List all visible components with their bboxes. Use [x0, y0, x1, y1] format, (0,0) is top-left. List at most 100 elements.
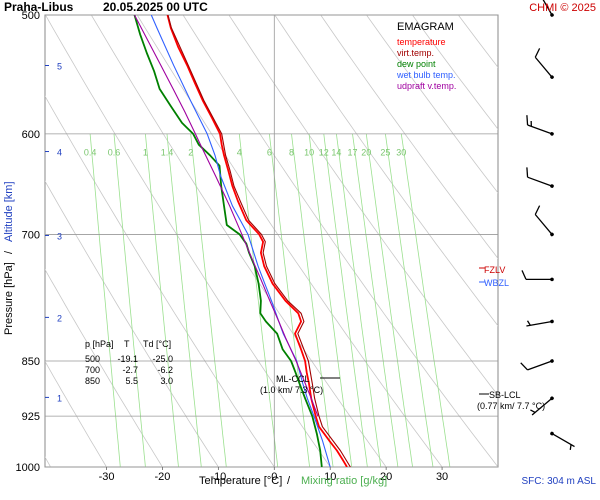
mixing-ratio-label: 10	[304, 147, 314, 157]
legend-virtual-temp: virt.temp.	[397, 48, 434, 58]
dry-adiabat-line	[45, 360, 107, 467]
table-cell: -19.1	[117, 354, 138, 364]
plot-frame	[44, 14, 499, 468]
y-axis-label-pressure: Pressure [hPa]	[3, 262, 15, 335]
wind-barb-station	[550, 232, 554, 237]
wind-barb-staff	[538, 0, 553, 16]
temperature-tick-label: 20	[380, 471, 392, 483]
mixing-ratio-label: 1.4	[161, 147, 174, 157]
wind-barb-staff	[551, 432, 575, 448]
mixing-ratio-label: 1	[143, 147, 148, 157]
pressure-tick-label: 925	[22, 411, 40, 423]
dry-adiabat-line	[228, 15, 498, 396]
mixing-ratio-label: 0.4	[84, 147, 97, 157]
series-udpraft-v-temp-line	[134, 15, 319, 417]
mixing-ratio-lines	[89, 133, 451, 467]
wind-barb-staff	[534, 56, 553, 78]
mixing-ratio-label: 20	[361, 147, 371, 157]
table-cell: 500	[85, 354, 100, 364]
dry-adiabat-line	[274, 15, 498, 327]
table-header-t: T	[124, 339, 130, 349]
wind-barb-station	[550, 319, 554, 324]
mixing-ratio-line	[336, 133, 382, 467]
altitude-tick-label: 2	[57, 313, 62, 323]
x-axis-label-mixing-ratio: Mixing ratio [g/kg]	[301, 475, 387, 487]
mixing-ratio-line	[166, 133, 202, 467]
x-axis-label-temperature: Temperature [°C]	[199, 475, 282, 487]
wind-barb-flag	[520, 362, 529, 371]
table-cell: -25.0	[152, 354, 173, 364]
dry-adiabat-line	[45, 15, 331, 467]
table-cell: -6.2	[157, 365, 173, 375]
wind-barb-station	[550, 132, 554, 136]
mixing-ratio-label: 12	[319, 147, 329, 157]
mixing-ratio-label: 2	[188, 147, 193, 157]
x-axis-label-separator: /	[287, 475, 291, 487]
sb-lcl-label: SB-LCL	[489, 390, 521, 400]
mixing-ratio-line	[113, 133, 146, 467]
credit-text: CHMI © 2025	[529, 2, 596, 14]
altitude-tick-label: 4	[57, 148, 62, 158]
temperature-tick-label: -20	[154, 471, 170, 483]
wind-barb-staff	[527, 176, 553, 187]
wind-barb-flag	[526, 115, 529, 126]
wind-barb-staff	[531, 397, 553, 416]
wind-barb-station	[550, 75, 554, 79]
altitude-tick-label: 5	[57, 61, 62, 71]
sounding-datetime: 20.05.2025 00 UTC	[103, 0, 208, 14]
dry-adiabat-line	[550, 15, 600, 467]
ml-ccl-value: (1.0 km/ 7.3 °C)	[260, 385, 323, 395]
temperature-tick-label: -10	[210, 471, 226, 483]
mixing-ratio-label: 30	[396, 147, 406, 157]
wind-barb-station	[550, 359, 554, 363]
ml-ccl-label: ML-CCL	[276, 374, 310, 384]
table-cell: 5.5	[125, 376, 138, 386]
mixing-ratio-label: 6	[267, 147, 272, 157]
dry-adiabat-line	[182, 15, 498, 467]
mixing-ratio-line	[89, 133, 121, 467]
table-cell: 850	[85, 376, 100, 386]
wind-barb-half-flag	[569, 444, 572, 450]
mixing-ratio-label: 14	[331, 147, 341, 157]
table-cell: 3.0	[160, 376, 173, 386]
dry-adiabat-line	[90, 15, 387, 467]
mixing-ratio-line	[269, 133, 310, 467]
wind-barb	[520, 359, 554, 371]
dry-adiabat-line	[596, 15, 600, 467]
legend-dew-point: dew point	[397, 59, 436, 69]
dry-adiabat-line	[45, 180, 219, 467]
wind-barb-flag	[526, 167, 529, 178]
mixing-ratio-label: 25	[380, 147, 390, 157]
mixing-ratio-label: 17	[347, 147, 357, 157]
series-wet-bulb-temp-line	[150, 15, 331, 467]
wind-barb-station	[550, 13, 554, 17]
mixing-ratio-line	[385, 133, 434, 467]
wind-barb-half-flag	[530, 409, 536, 414]
pressure-tick-label: 500	[22, 10, 40, 22]
sb-lcl-value: (0.77 km/ 7.7 °C)	[477, 401, 545, 411]
pressure-tick-label: 1000	[16, 462, 40, 474]
wind-barb	[550, 431, 575, 450]
surface-elevation-note: SFC: 304 m ASL	[522, 476, 597, 487]
table-cell: -2.7	[122, 365, 138, 375]
wind-barb	[526, 115, 554, 136]
wind-barb-staff	[526, 320, 553, 327]
wind-barb-half-flag	[526, 320, 531, 326]
legend-temperature: temperature	[397, 37, 446, 47]
altitude-tick-label: 1	[57, 393, 62, 403]
legend-updraft: udpraft v.temp.	[397, 81, 456, 91]
series-temperature-line	[166, 15, 348, 467]
wind-barb-staff	[534, 214, 553, 235]
wind-barb-flag	[534, 205, 541, 215]
wind-barb	[538, 0, 554, 17]
dry-adiabat-line	[320, 15, 498, 260]
mixing-ratio-line	[352, 133, 399, 467]
wind-barb-station	[550, 184, 554, 188]
mixing-ratio-label: 4	[237, 147, 242, 157]
wind-barb	[521, 270, 554, 282]
pressure-tick-label: 850	[22, 356, 40, 368]
station-name: Praha-Libus	[4, 0, 74, 14]
dry-adiabat-line	[366, 15, 498, 194]
